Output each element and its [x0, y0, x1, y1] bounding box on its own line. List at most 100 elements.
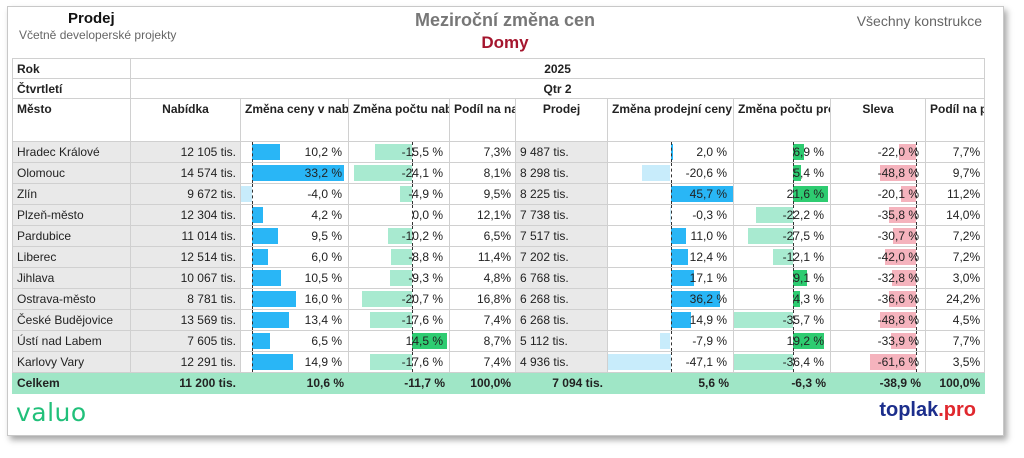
- offer-change-column-header[interactable]: Změna ceny v nabídce: [240, 98, 349, 142]
- discount-column-header[interactable]: Sleva: [830, 98, 926, 142]
- table-row[interactable]: Jihlava 10 067 tis. 10,5 % -9,3 % 4,8% 6 768 …: [12, 267, 986, 289]
- discount-cell-axis: [915, 142, 917, 162]
- discount-cell: -22,0 %: [830, 141, 926, 163]
- offer-cell: 12 304 tis.: [130, 204, 241, 226]
- sale-change-cell: 12,4 %: [607, 246, 734, 268]
- sale-change-cell-bar: [670, 312, 691, 328]
- offer-count-change-cell-bar: [374, 144, 412, 160]
- table-row[interactable]: České Budějovice 13 569 tis. 13,4 % -17,6 %…: [12, 309, 986, 331]
- table-row[interactable]: Ostrava-město 8 781 tis. 16,0 % -20,7 % 16,8…: [12, 288, 986, 310]
- sale-count-change-cell-axis: [792, 310, 794, 330]
- offer-count-change-column-header[interactable]: Změna počtu nabídek: [348, 98, 450, 142]
- sale-change-cell: 36,2 %: [607, 288, 734, 310]
- sale-change-cell-value: 14,9 %: [689, 313, 727, 327]
- report-subtitle: Domy: [481, 33, 529, 52]
- quarter-label: Čtvrtletí: [12, 78, 131, 99]
- year-value: 2025: [129, 58, 986, 79]
- toplak-logo: toplak.pro: [879, 399, 976, 422]
- offer-column-header[interactable]: Nabídka: [130, 98, 241, 142]
- table-row[interactable]: Hradec Králové 12 105 tis. 10,2 % -15,5 % 7,…: [12, 141, 986, 163]
- discount-cell-bar: [893, 228, 916, 244]
- offer-share-column-header[interactable]: Podíl na nabídce: [449, 98, 516, 142]
- city-cell: České Budějovice: [12, 309, 131, 331]
- offer-count-change-cell: -8,8 %: [348, 246, 450, 268]
- discount-cell: -32,8 %: [830, 267, 926, 289]
- offer-change-cell-bar: [251, 249, 269, 265]
- sale-change-cell: 14,9 %: [607, 309, 734, 331]
- offer-cell: 8 781 tis.: [130, 288, 241, 310]
- sale-change-cell: 2,0 %: [607, 141, 734, 163]
- discount-cell-axis: [915, 310, 917, 330]
- discount-cell-value: -42,0 %: [877, 250, 919, 264]
- discount-cell-value: -48,8 %: [877, 166, 919, 180]
- sale-change-cell-axis: [670, 310, 672, 330]
- sale-cell: 8 225 tis.: [515, 183, 608, 205]
- sale-change-cell-bar: [670, 270, 694, 286]
- offer-cell: 9 672 tis.: [130, 183, 241, 205]
- offer-change-cell-axis: [251, 226, 253, 246]
- sale-cell: 9 487 tis.: [515, 141, 608, 163]
- table-row[interactable]: Pardubice 11 014 tis. 9,5 % -10,2 % 6,5% 7 51…: [12, 225, 986, 247]
- offer-change-cell: 4,2 %: [240, 204, 349, 226]
- sale-count-change-cell: -35,7 %: [733, 309, 831, 331]
- total-sale-share-cell: 100,0%: [924, 372, 986, 394]
- construction-filter-label[interactable]: Všechny konstrukce: [856, 13, 982, 29]
- offer-change-cell: 14,9 %: [240, 351, 349, 373]
- table-row[interactable]: Liberec 12 514 tis. 6,0 % -8,8 % 11,4% 7 202 …: [12, 246, 986, 268]
- discount-cell-value: -61,6 %: [877, 355, 919, 369]
- offer-change-cell-bar: [251, 144, 281, 160]
- price-change-table: Rok 2025 Čtvrtletí Qtr 2 Město Nabídka Změ…: [12, 58, 986, 394]
- table-row[interactable]: Plzeň-město 12 304 tis. 4,2 % 0,0 % 12,1% 7 7…: [12, 204, 986, 226]
- sale-share-cell: 4,5%: [924, 309, 986, 331]
- table-row[interactable]: Karlovy Vary 12 291 tis. 14,9 % -17,6 % 7,4%…: [12, 351, 986, 373]
- offer-change-cell-value: 33,2 %: [304, 166, 342, 180]
- sale-change-cell-bar: [642, 165, 671, 181]
- sale-count-change-cell-axis: [792, 163, 794, 183]
- sale-count-change-cell-value: 9,1 %: [793, 271, 824, 285]
- sale-cell: 7 202 tis.: [515, 246, 608, 268]
- offer-share-cell: 8,1%: [449, 162, 516, 184]
- discount-cell-value: -20,1 %: [877, 187, 919, 201]
- sale-count-change-cell-value: -27,5 %: [782, 229, 824, 243]
- sale-share-column-header[interactable]: Podíl na prodeji: [924, 98, 986, 142]
- offer-count-change-cell: -4,9 %: [348, 183, 450, 205]
- sale-change-cell-value: -7,9 %: [692, 334, 727, 348]
- city-cell: Zlín: [12, 183, 131, 205]
- offer-change-cell-value: 6,0 %: [311, 250, 342, 264]
- sale-count-change-cell-value: -36,4 %: [782, 355, 824, 369]
- offer-change-cell: 6,5 %: [240, 330, 349, 352]
- offer-change-cell-bar: [251, 291, 297, 307]
- sale-change-column-header[interactable]: Změna prodejní ceny: [607, 98, 734, 142]
- total-discount-cell: -38,9 %: [830, 372, 926, 394]
- sale-change-cell-axis: [670, 163, 672, 183]
- table-row[interactable]: Ústí nad Labem 7 605 tis. 6,5 % 14,5 % 8,7% 5…: [12, 330, 986, 352]
- sale-count-change-column-header[interactable]: Změna počtu prodejů: [733, 98, 831, 142]
- offer-count-change-cell-axis: [412, 142, 413, 162]
- offer-count-change-cell: -17,6 %: [348, 309, 450, 331]
- offer-count-change-cell-bar: [412, 333, 447, 349]
- offer-share-cell: 7,3%: [449, 141, 516, 163]
- sale-change-cell: 11,0 %: [607, 225, 734, 247]
- sale-count-change-cell-bar: [792, 186, 828, 202]
- city-column-header[interactable]: Město: [12, 98, 131, 142]
- discount-cell-bar: [889, 207, 916, 223]
- table-row[interactable]: Olomouc 14 574 tis. 33,2 % -24,1 % 8,1% 8 298…: [12, 162, 986, 184]
- table-row[interactable]: Zlín 9 672 tis. -4,0 % -4,9 % 9,5% 8 225 tis.…: [12, 183, 986, 205]
- offer-count-change-cell-axis: [412, 268, 413, 288]
- discount-cell: -20,1 %: [830, 183, 926, 205]
- discount-cell-axis: [915, 163, 917, 183]
- sale-column-header[interactable]: Prodej: [515, 98, 608, 142]
- sale-change-cell-value: 36,2 %: [689, 292, 727, 306]
- offer-count-change-cell: -10,2 %: [348, 225, 450, 247]
- discount-cell-value: -48,8 %: [877, 313, 919, 327]
- sale-count-change-cell-value: 5,4 %: [793, 166, 824, 180]
- sale-count-change-cell-bar: [792, 270, 808, 286]
- sale-change-cell: -47,1 %: [607, 351, 734, 373]
- sale-count-change-cell-axis: [792, 352, 794, 372]
- discount-cell-value: -36,6 %: [877, 292, 919, 306]
- offer-count-change-cell-value: -17,6 %: [401, 355, 443, 369]
- sale-change-cell: -0,3 %: [607, 204, 734, 226]
- sale-change-cell: -20,6 %: [607, 162, 734, 184]
- discount-cell-axis: [915, 226, 917, 246]
- offer-count-change-cell-axis: [412, 205, 413, 225]
